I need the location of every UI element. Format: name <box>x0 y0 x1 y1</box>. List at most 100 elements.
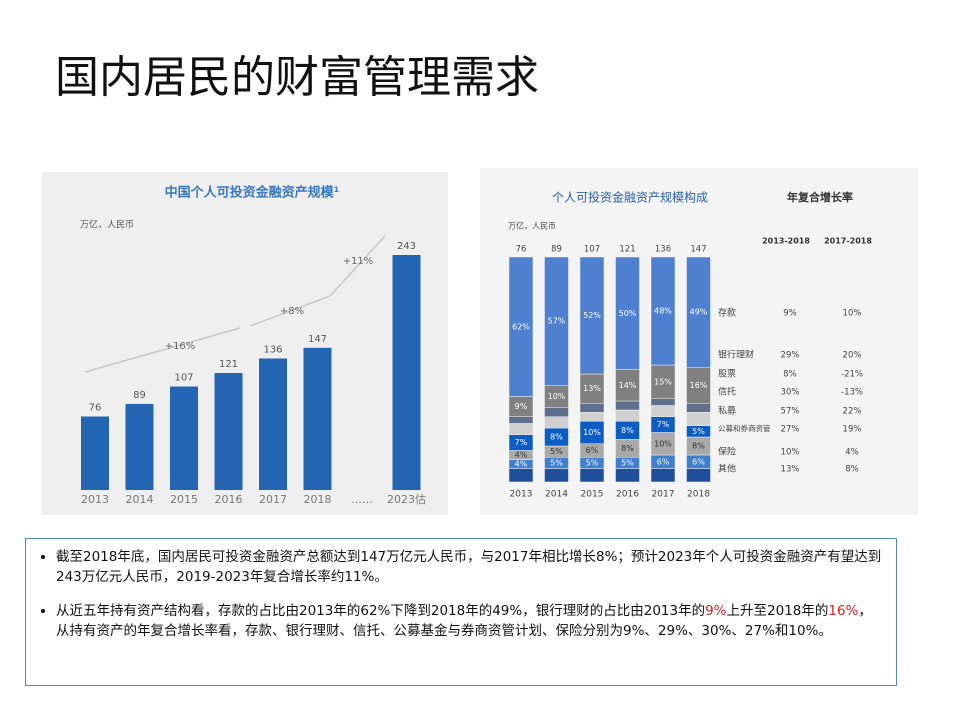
value-label: 50% <box>619 309 637 318</box>
value-label: 89 <box>133 390 146 401</box>
value-label: 52% <box>583 311 601 320</box>
row-label: 信托 <box>718 386 736 398</box>
unit-label: 万亿，人民币 <box>80 219 134 231</box>
x-tick-label: 2016 <box>215 493 243 506</box>
bar-segment <box>686 468 711 483</box>
bar-segment <box>544 468 569 483</box>
value-label: 4% <box>515 451 528 460</box>
total-label: 76 <box>516 245 527 255</box>
x-tick-label: 2018 <box>687 490 710 500</box>
value-label: 8% <box>550 433 563 442</box>
value-label: 147 <box>308 334 327 345</box>
x-tick-label: 2017 <box>652 490 675 500</box>
bullet: 截至2018年底，国内居民可投资金融资产总额达到147万亿元人民币，与2017年… <box>56 547 884 587</box>
value-label: 13% <box>583 384 601 393</box>
bar <box>259 358 287 490</box>
x-tick-label: 2013 <box>81 493 109 506</box>
bullet-text: 截至2018年底，国内居民可投资金融资产总额达到147万亿元人民币，与2017年… <box>56 549 882 585</box>
annotation: +11% <box>343 256 374 267</box>
bar-segment <box>508 416 534 424</box>
value-label: 5% <box>621 458 634 467</box>
value-label: 48% <box>654 307 672 316</box>
bar-segment <box>579 256 605 375</box>
value-label: 5% <box>550 458 563 467</box>
value-label: 107 <box>174 373 193 384</box>
table-cell: 22% <box>843 407 862 417</box>
x-tick-label: 2017 <box>259 493 287 506</box>
value-label: 62% <box>512 322 530 331</box>
total-label: 121 <box>619 245 635 255</box>
x-tick-label: 2018 <box>304 493 332 506</box>
bar-segment <box>508 423 534 435</box>
x-tick-label: 2015 <box>581 490 604 500</box>
value-label: 136 <box>263 344 282 355</box>
table-cell: 10% <box>781 448 800 458</box>
row-label: 保险 <box>718 446 736 458</box>
x-tick-label: 2015 <box>170 493 198 506</box>
bar-segment <box>615 468 640 483</box>
table-cell: 20% <box>843 351 862 361</box>
value-label: 76 <box>89 403 102 414</box>
bullets: 截至2018年底，国内居民可投资金融资产总额达到147万亿元人民币，与2017年… <box>38 547 884 641</box>
x-tick-label: 2014 <box>126 493 154 506</box>
bullet-text: 从近五年持有资产结构看，存款的占比由2013年的62%下降到2018年的49%，… <box>56 603 706 619</box>
bar-segment <box>650 398 676 406</box>
value-label: 5% <box>550 447 563 456</box>
table-cell: 57% <box>781 407 800 417</box>
value-label: 8% <box>621 426 634 435</box>
row-label: 私募 <box>718 405 736 417</box>
value-label: 14% <box>619 381 637 390</box>
value-label: 243 <box>397 241 416 252</box>
x-tick-label: 2013 <box>510 490 533 500</box>
row-label: 其他 <box>718 463 736 475</box>
table-cell: 13% <box>781 465 800 475</box>
table-title: 年复合增长率 <box>787 190 853 204</box>
bar-segment <box>579 412 605 422</box>
slide-title: 国内居民的财富管理需求 <box>55 52 539 103</box>
table-cell: 30% <box>781 388 800 398</box>
x-tick-label: …… <box>351 493 373 506</box>
bullet: 从近五年持有资产结构看，存款的占比由2013年的62%下降到2018年的49%，… <box>56 601 884 641</box>
table-header: 2017-2018 <box>824 237 872 246</box>
row-label: 公募和券商资管 <box>718 423 771 433</box>
table-cell: 4% <box>845 448 859 458</box>
value-label: 49% <box>690 308 708 317</box>
bar-segment <box>544 416 569 429</box>
bar <box>214 372 243 490</box>
value-label: 6% <box>657 457 670 466</box>
bar-segment <box>686 256 711 368</box>
table-cell: -13% <box>841 388 863 398</box>
bar-segment <box>615 369 640 402</box>
bullet-text: 9% <box>705 603 727 619</box>
table-cell: 10% <box>843 309 862 319</box>
row-label: 存款 <box>718 307 736 319</box>
bar-segment <box>544 256 569 386</box>
bar-segment <box>544 407 569 417</box>
total-label: 136 <box>655 245 671 255</box>
table-cell: 27% <box>781 425 800 435</box>
table-cell: 9% <box>783 309 797 319</box>
bullet-text: 上升至2018年的 <box>726 603 829 619</box>
value-label: 15% <box>654 377 672 386</box>
value-label: 10% <box>654 439 672 448</box>
bar <box>81 416 109 490</box>
row-label: 股票 <box>718 369 736 380</box>
bullet-text: 16% <box>828 603 859 619</box>
bar-segment <box>579 468 605 483</box>
charts: 国内居民的财富管理需求 中国个人可投资金融资产规模¹ 万亿，人民币 2013 76 20… <box>42 52 918 515</box>
total-label: 89 <box>551 245 562 255</box>
trend-arrow <box>84 235 386 373</box>
bullet-text: ，从持有资产的年复合增长率看，存款、银行理财、信托、公募基金与券商资管计划、保险… <box>56 603 872 639</box>
value-label: 121 <box>219 359 238 370</box>
chart-title: 个人可投资金融资产规模构成 <box>552 190 708 205</box>
value-label: 8% <box>621 444 634 453</box>
bar <box>125 403 154 490</box>
value-label: 5% <box>692 427 705 436</box>
text-box: 截至2018年底，国内居民可投资金融资产总额达到147万亿元人民币，与2017年… <box>25 538 897 686</box>
value-label: 9% <box>515 402 528 411</box>
bar-segment <box>508 468 534 483</box>
bar-segment <box>615 256 640 370</box>
value-label: 4% <box>515 460 528 469</box>
value-label: 7% <box>657 420 670 429</box>
table-cell: 19% <box>843 425 862 435</box>
